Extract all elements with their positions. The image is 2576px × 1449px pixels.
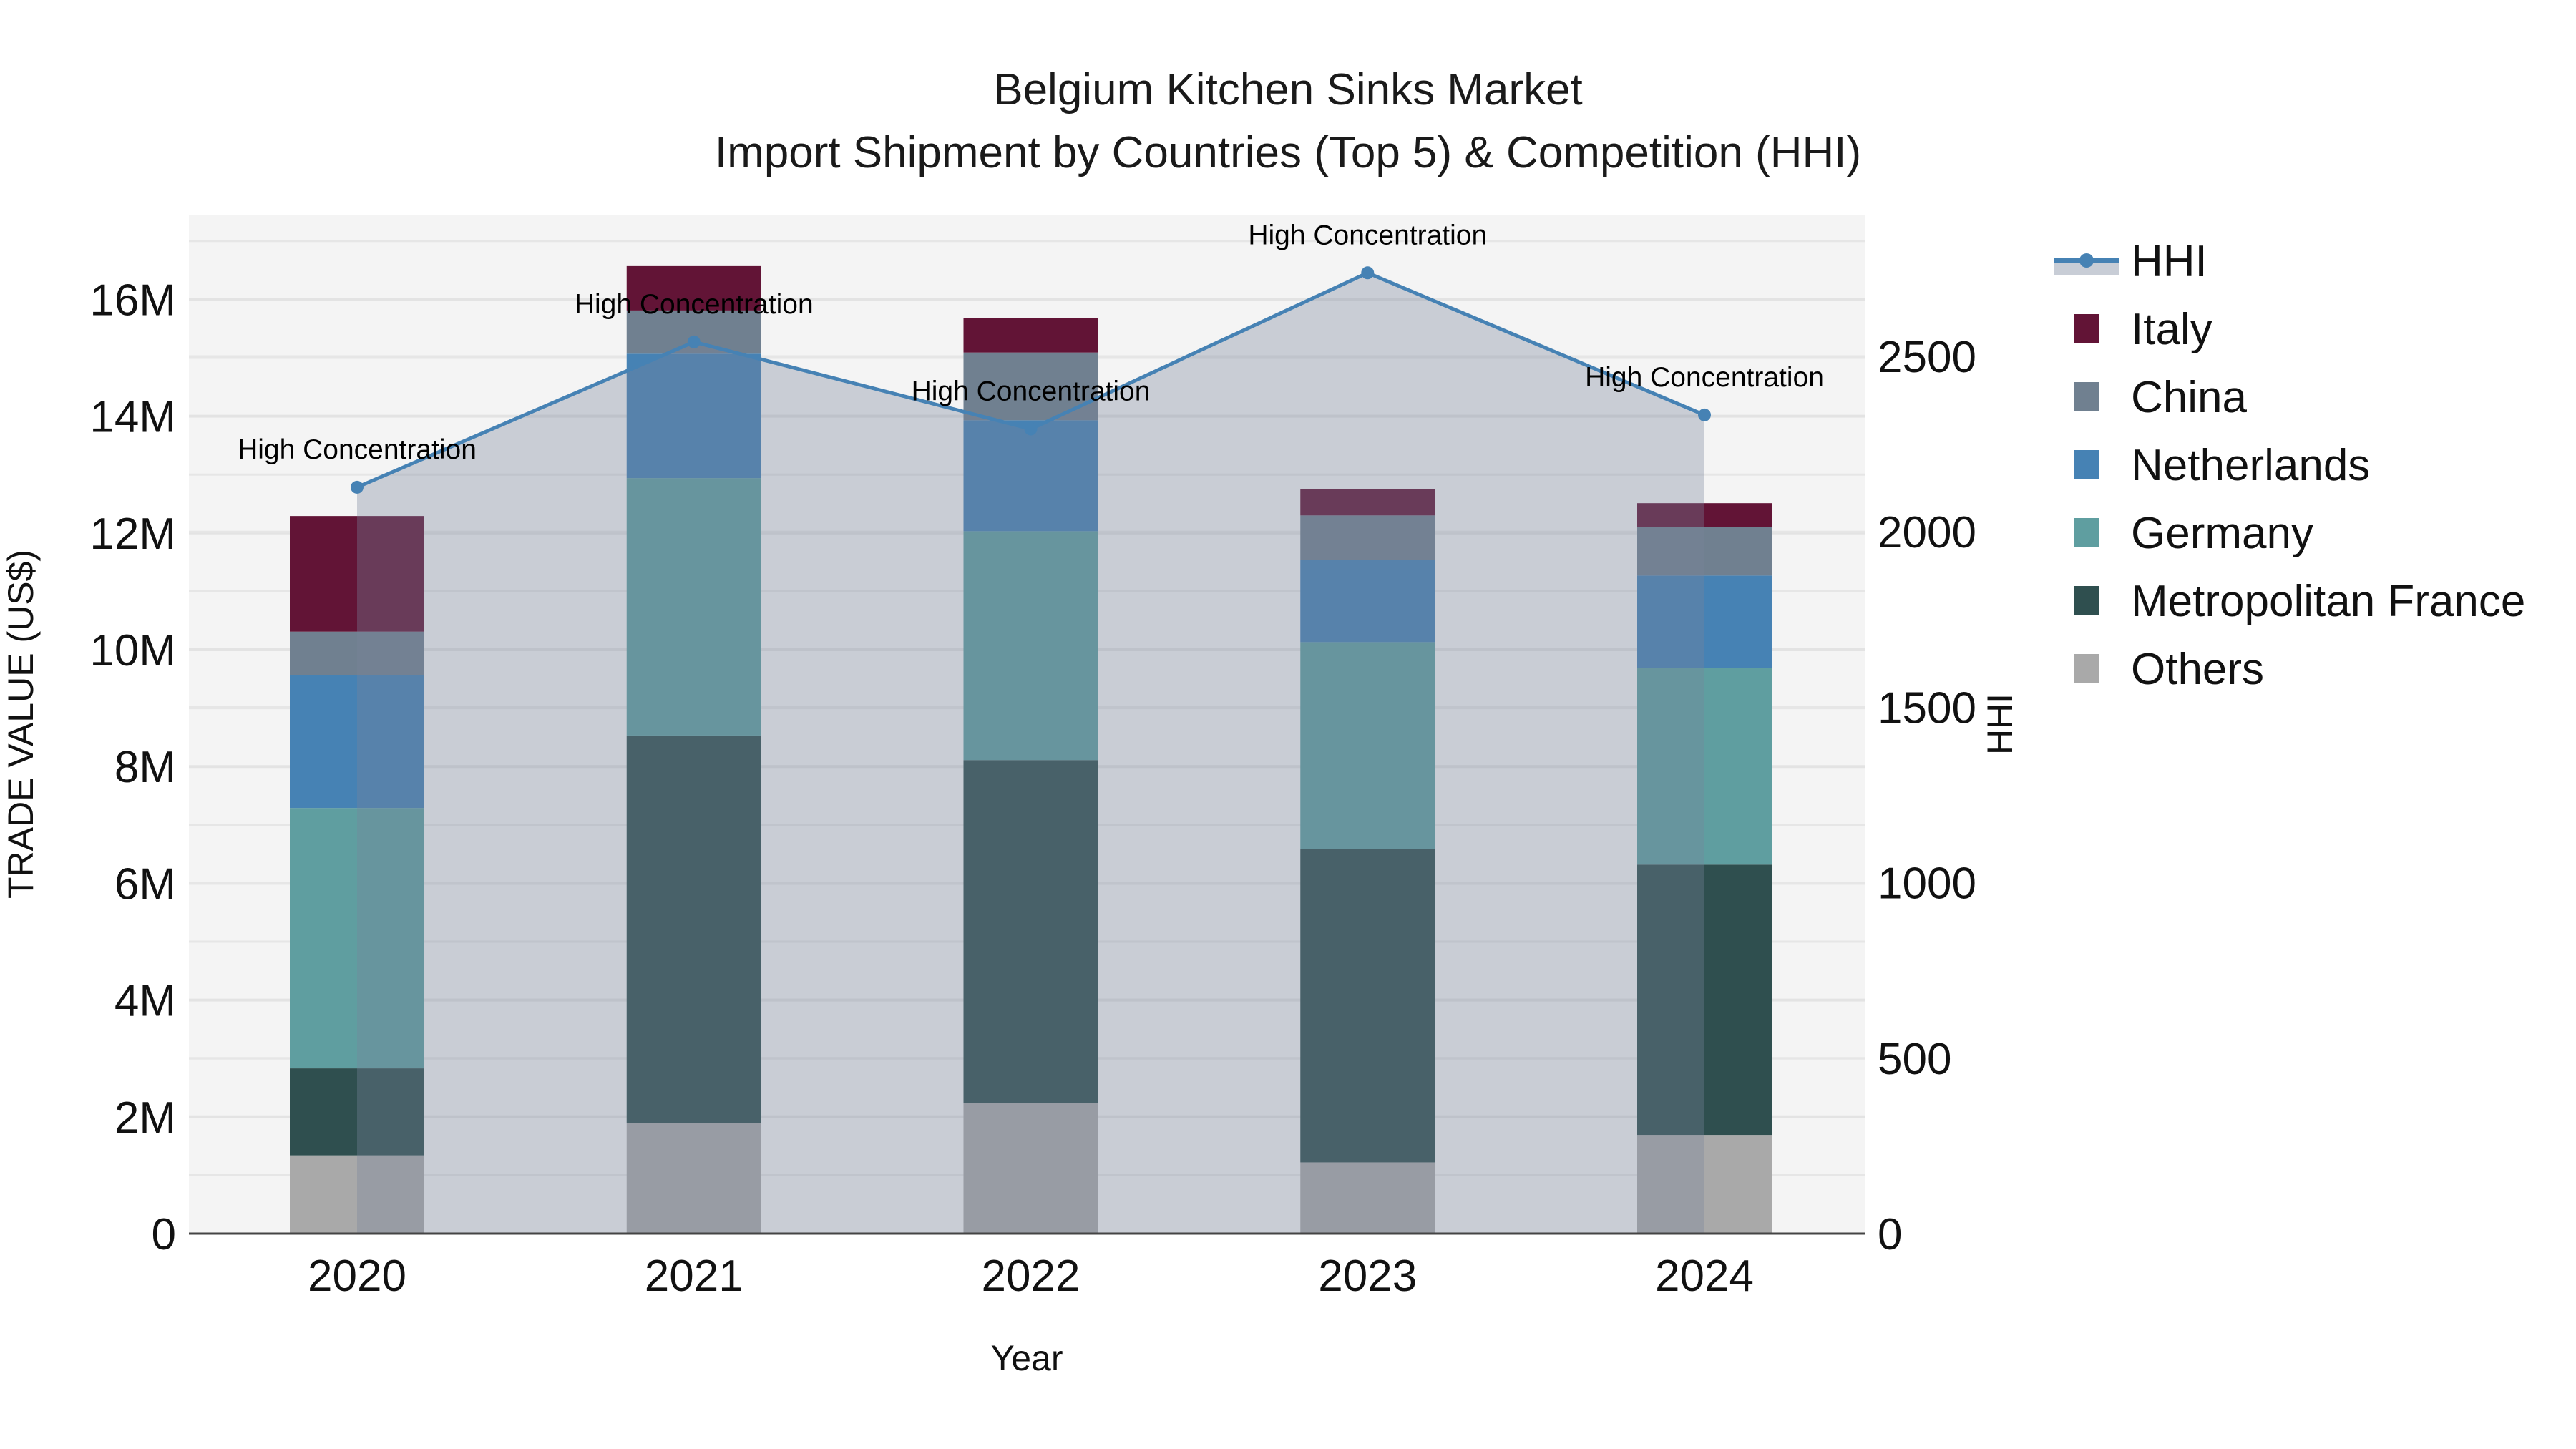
hhi-line — [351, 266, 1711, 494]
legend-item-hhi[interactable]: HHI — [2054, 237, 2207, 286]
chart-title-line2: Import Shipment by Countries (Top 5) & C… — [715, 128, 1861, 177]
hhi-marker — [351, 480, 364, 494]
legend-color-swatch-icon — [2074, 654, 2099, 683]
legend-label: HHI — [2131, 237, 2207, 286]
hhi-area — [357, 273, 1704, 1234]
hhi-marker — [1024, 422, 1038, 436]
x-tick-2022: 2022 — [982, 1252, 1080, 1301]
y-right-axis-title: HHI — [1980, 693, 2020, 755]
y-left-tick: 2M — [114, 1093, 176, 1143]
legend-item-others[interactable]: Others — [2074, 645, 2264, 694]
legend-marker-icon — [2079, 253, 2094, 268]
legend-item-metropolitan-france[interactable]: Metropolitan France — [2074, 577, 2525, 626]
bar-segment-italy — [1637, 503, 1772, 527]
legend-item-germany[interactable]: Germany — [2074, 509, 2313, 558]
y-right-tick: 2000 — [1878, 508, 1976, 557]
y-right-tick-labels: 0 500 1000 1500 2000 2500 — [1878, 333, 1976, 1259]
y-left-tick: 14M — [89, 393, 176, 442]
bar-segment-italy — [290, 516, 424, 632]
hhi-annotation: High Concentration — [912, 376, 1151, 407]
bar-segment-germany — [290, 808, 424, 1069]
hhi-marker — [1361, 266, 1375, 280]
bar-segment-metropolitan-france — [1637, 864, 1772, 1136]
legend-item-netherlands[interactable]: Netherlands — [2074, 441, 2370, 490]
hhi-annotations: High Concentration High Concentration High… — [238, 220, 1824, 465]
bar-segment-metropolitan-france — [290, 1068, 424, 1156]
bar-segment-metropolitan-france — [626, 735, 761, 1123]
y-left-tick: 0 — [152, 1210, 176, 1259]
legend-label: China — [2131, 373, 2248, 422]
y-right-tick: 2500 — [1878, 333, 1976, 382]
y-left-tick-labels: 0 2M 4M 6M 8M 10M 12M 14M 16M — [89, 275, 176, 1259]
y-right-tick: 0 — [1878, 1210, 1902, 1259]
bar-segment-netherlands — [290, 675, 424, 809]
hhi-annotation: High Concentration — [1248, 220, 1487, 250]
hhi-annotation: High Concentration — [575, 289, 814, 320]
legend-label: Italy — [2131, 305, 2212, 354]
x-tick-labels: 2020 2021 2022 2023 2024 — [308, 1252, 1754, 1301]
bar-segment-china — [1637, 527, 1772, 576]
bar-segment-germany — [1637, 668, 1772, 865]
y-left-tick: 16M — [89, 275, 176, 325]
bar-segment-italy — [626, 265, 761, 311]
chart-title-line1: Belgium Kitchen Sinks Market — [993, 65, 1583, 114]
bar-segment-others — [963, 1103, 1098, 1234]
bar-segment-germany — [963, 531, 1098, 761]
legend-item-china[interactable]: China — [2074, 373, 2248, 422]
x-tick-2020: 2020 — [308, 1252, 406, 1301]
hhi-marker — [687, 335, 701, 348]
legend-color-swatch-icon — [2074, 450, 2099, 479]
y-left-tick: 12M — [89, 509, 176, 559]
bar-segment-germany — [1300, 642, 1435, 849]
legend-color-swatch-icon — [2074, 314, 2099, 343]
legend-color-swatch-icon — [2074, 382, 2099, 411]
bar-segment-others — [290, 1155, 424, 1234]
legend-color-swatch-icon — [2074, 518, 2099, 547]
y-right-tick: 500 — [1878, 1035, 1951, 1084]
bar-segment-italy — [963, 318, 1098, 353]
legend-item-italy[interactable]: Italy — [2074, 305, 2212, 354]
legend: HHI Italy China Netherlands Germany Metropoli… — [2054, 237, 2525, 694]
legend-label: Netherlands — [2131, 441, 2370, 490]
bar-segment-metropolitan-france — [963, 760, 1098, 1103]
x-tick-2021: 2021 — [645, 1252, 743, 1301]
y-right-tick: 1000 — [1878, 859, 1976, 909]
legend-label: Others — [2131, 645, 2264, 694]
y-right-tick: 1500 — [1878, 683, 1976, 733]
bar-segment-metropolitan-france — [1300, 849, 1435, 1163]
y-left-tick: 8M — [114, 743, 176, 792]
bar-segment-netherlands — [963, 420, 1098, 532]
hhi-annotation: High Concentration — [238, 434, 477, 465]
bar-segment-germany — [626, 478, 761, 736]
y-left-tick: 4M — [114, 977, 176, 1026]
y-left-axis-title: TRADE VALUE (US$) — [1, 550, 41, 899]
bar-segment-china — [290, 631, 424, 675]
legend-label: Germany — [2131, 509, 2313, 558]
bar-segment-netherlands — [1637, 575, 1772, 668]
bar-segment-others — [1637, 1135, 1772, 1234]
bar-segment-others — [1300, 1162, 1435, 1234]
hhi-area-fill — [357, 273, 1704, 1234]
y-left-tick: 10M — [89, 626, 176, 675]
x-tick-2023: 2023 — [1318, 1252, 1417, 1301]
hhi-annotation: High Concentration — [1585, 362, 1824, 393]
hhi-marker — [1698, 408, 1711, 421]
legend-label: Metropolitan France — [2131, 577, 2525, 626]
x-axis-title: Year — [990, 1338, 1063, 1378]
bar-segment-italy — [1300, 489, 1435, 516]
bar-segment-netherlands — [1300, 560, 1435, 643]
legend-color-swatch-icon — [2074, 586, 2099, 615]
bar-segment-china — [1300, 515, 1435, 560]
x-tick-2024: 2024 — [1655, 1252, 1754, 1301]
bar-segment-netherlands — [626, 353, 761, 479]
stacked-bars — [290, 265, 1772, 1234]
y-left-tick: 6M — [114, 859, 176, 909]
bar-segment-others — [626, 1123, 761, 1234]
